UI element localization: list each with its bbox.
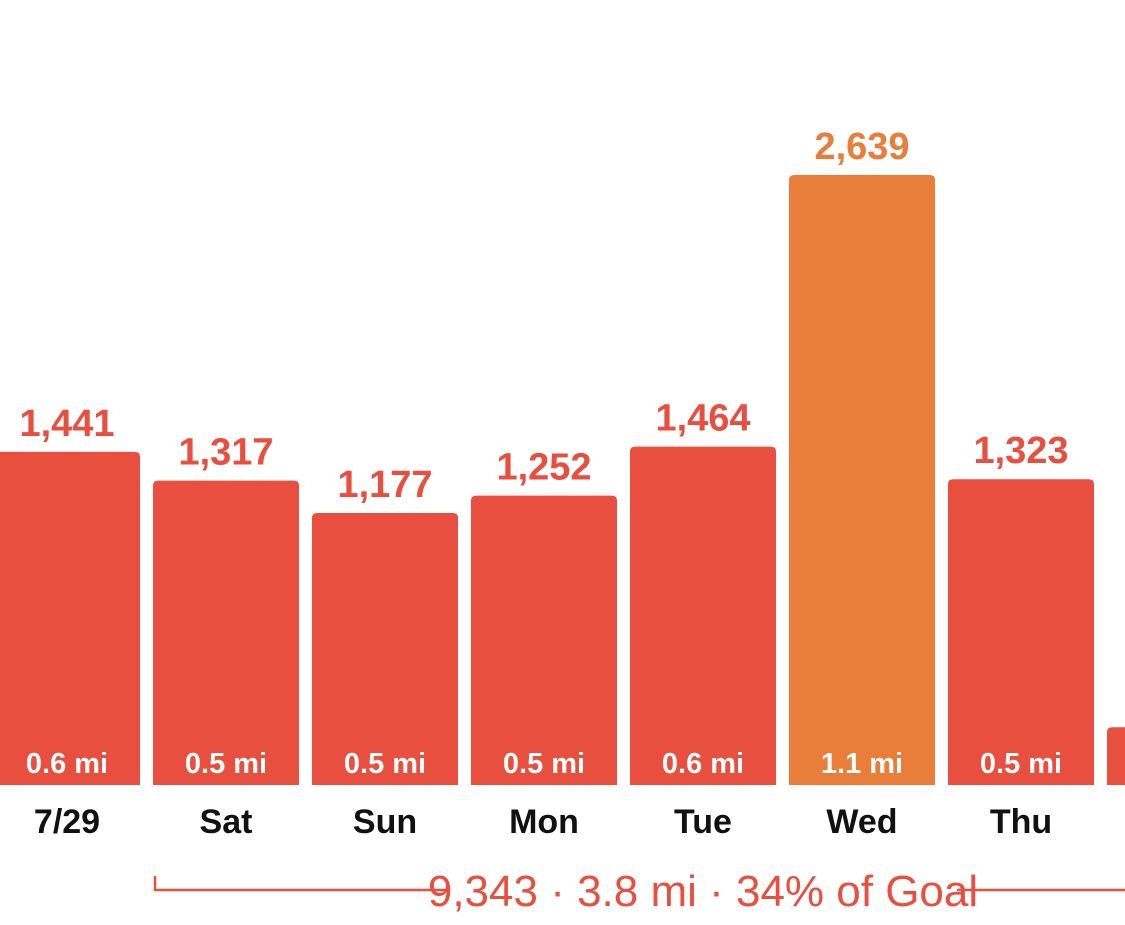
bar-Sat: [153, 480, 299, 785]
day-label-Mon: Mon: [509, 803, 579, 841]
day-label-Sun: Sun: [353, 803, 417, 841]
bar-distance-label: 0.5 mi: [185, 748, 267, 780]
bar-Tue: [630, 446, 776, 785]
bar-Sun: [312, 512, 458, 785]
bar-Thu: [948, 479, 1094, 785]
bar-value-label: 1,317: [178, 432, 273, 474]
bar-distance-label: 0.5 mi: [344, 748, 426, 780]
bar-value-label: 2,639: [814, 126, 909, 168]
day-label-7-29: 7/29: [34, 803, 100, 841]
summary-bracket: 9,343 · 3.8 mi · 34% of Goal: [153, 867, 1125, 916]
bar-7/29: [0, 451, 140, 785]
bar-value-label: 1,323: [973, 430, 1068, 472]
bar-distance-label: 0.5 mi: [503, 748, 585, 780]
bar-Mon: [471, 495, 617, 785]
summary-text: 9,343 · 3.8 mi · 34% of Goal: [428, 867, 978, 916]
bar-partial: [1107, 727, 1125, 785]
bars-layer: 1,441 0.6 mi 7/29 1,317 0.5 mi Sat 1,177 0.5 mi…: [0, 126, 1125, 841]
summary-bracket-left-line: [153, 876, 450, 892]
bar-value-label: 1,441: [19, 403, 114, 445]
bar-value-label: 1,252: [496, 447, 591, 489]
bar-distance-label: 0.6 mi: [662, 748, 744, 780]
day-label-Sat: Sat: [200, 803, 253, 841]
bar-Wed: [789, 175, 935, 785]
bar-distance-label: 0.5 mi: [980, 748, 1062, 780]
bar-value-label: 1,464: [655, 398, 750, 440]
bar-distance-label: 0.6 mi: [26, 748, 108, 780]
bar-value-label: 1,177: [337, 464, 432, 506]
day-label-Thu: Thu: [990, 803, 1052, 841]
day-label-Wed: Wed: [826, 803, 897, 841]
bar-distance-label: 1.1 mi: [821, 748, 903, 780]
day-label-Tue: Tue: [674, 803, 732, 841]
